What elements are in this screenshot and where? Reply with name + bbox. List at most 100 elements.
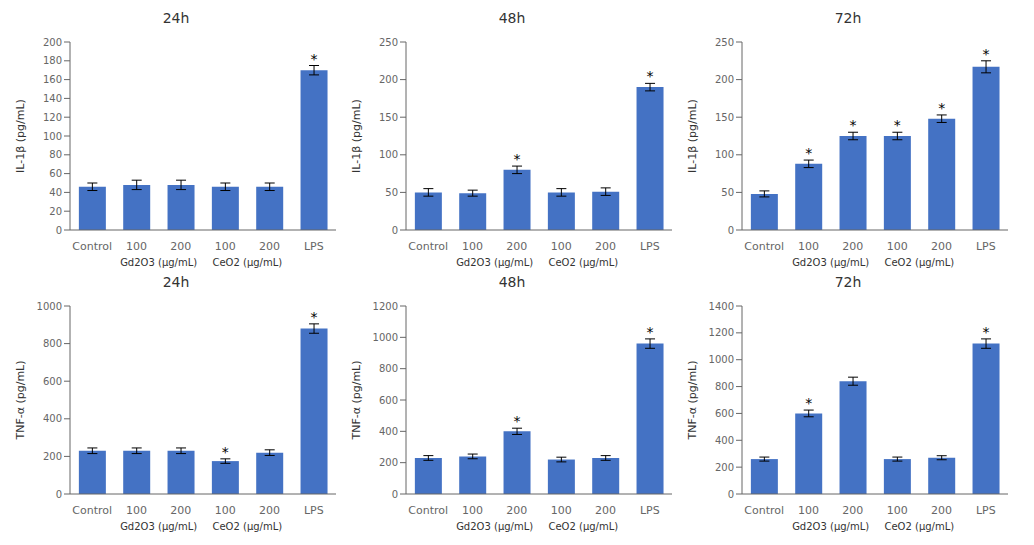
- svg-text:LPS: LPS: [640, 240, 660, 253]
- svg-text:600: 600: [715, 408, 734, 419]
- svg-text:200: 200: [43, 451, 62, 462]
- svg-text:*: *: [647, 68, 654, 84]
- svg-text:100: 100: [798, 504, 819, 517]
- svg-text:0: 0: [728, 489, 734, 500]
- svg-text:*: *: [983, 324, 990, 340]
- svg-text:200: 200: [931, 240, 952, 253]
- svg-text:*: *: [894, 117, 901, 133]
- svg-text:TNF-α (pg/mL): TNF-α (pg/mL): [14, 360, 27, 440]
- svg-text:IL-1β (pg/mL): IL-1β (pg/mL): [350, 99, 363, 173]
- svg-text:CeO2 (μg/mL): CeO2 (μg/mL): [212, 521, 282, 532]
- svg-text:40: 40: [49, 187, 62, 198]
- svg-text:100: 100: [551, 504, 572, 517]
- svg-text:200: 200: [715, 74, 734, 85]
- svg-text:200: 200: [43, 37, 62, 48]
- svg-text:1000: 1000: [709, 354, 734, 365]
- svg-text:200: 200: [379, 457, 398, 468]
- svg-text:200: 200: [595, 504, 616, 517]
- svg-text:*: *: [514, 151, 521, 167]
- svg-text:200: 200: [842, 240, 863, 253]
- svg-text:Control: Control: [408, 240, 448, 253]
- svg-text:100: 100: [126, 240, 147, 253]
- svg-text:TNF-α (pg/mL): TNF-α (pg/mL): [686, 360, 699, 440]
- svg-text:150: 150: [715, 112, 734, 123]
- svg-text:Gd2O3 (μg/mL): Gd2O3 (μg/mL): [792, 521, 869, 532]
- svg-text:0: 0: [56, 225, 62, 236]
- svg-text:150: 150: [379, 112, 398, 123]
- svg-text:200: 200: [170, 504, 191, 517]
- svg-text:400: 400: [43, 413, 62, 424]
- svg-text:120: 120: [43, 112, 62, 123]
- svg-text:0: 0: [392, 225, 398, 236]
- svg-text:LPS: LPS: [304, 504, 324, 517]
- svg-text:180: 180: [43, 55, 62, 66]
- svg-text:Gd2O3 (μg/mL): Gd2O3 (μg/mL): [456, 521, 533, 532]
- svg-text:100: 100: [215, 504, 236, 517]
- svg-text:250: 250: [379, 37, 398, 48]
- svg-text:LPS: LPS: [976, 240, 996, 253]
- svg-text:50: 50: [385, 187, 398, 198]
- svg-text:LPS: LPS: [304, 240, 324, 253]
- svg-text:CeO2 (μg/mL): CeO2 (μg/mL): [548, 521, 618, 532]
- svg-text:*: *: [311, 51, 318, 67]
- svg-text:50: 50: [721, 187, 734, 198]
- svg-text:1000: 1000: [373, 332, 398, 343]
- svg-text:Gd2O3 (μg/mL): Gd2O3 (μg/mL): [120, 257, 197, 268]
- svg-text:Control: Control: [72, 504, 112, 517]
- svg-text:*: *: [222, 444, 229, 460]
- svg-text:100: 100: [798, 240, 819, 253]
- svg-text:*: *: [805, 395, 812, 411]
- svg-text:600: 600: [379, 395, 398, 406]
- svg-text:200: 200: [715, 462, 734, 473]
- svg-text:IL-1β (pg/mL): IL-1β (pg/mL): [14, 99, 27, 173]
- svg-text:Control: Control: [408, 504, 448, 517]
- svg-text:200: 200: [595, 240, 616, 253]
- svg-text:600: 600: [43, 376, 62, 387]
- svg-text:200: 200: [259, 504, 280, 517]
- svg-text:*: *: [514, 413, 521, 429]
- svg-text:Control: Control: [744, 240, 784, 253]
- svg-text:100: 100: [462, 240, 483, 253]
- svg-text:*: *: [647, 324, 654, 340]
- svg-text:200: 200: [259, 240, 280, 253]
- svg-text:140: 140: [43, 93, 62, 104]
- svg-text:CeO2 (μg/mL): CeO2 (μg/mL): [884, 257, 954, 268]
- svg-text:200: 200: [931, 504, 952, 517]
- svg-text:200: 200: [379, 74, 398, 85]
- svg-text:1000: 1000: [37, 301, 62, 312]
- svg-text:100: 100: [462, 504, 483, 517]
- svg-text:LPS: LPS: [976, 504, 996, 517]
- svg-text:*: *: [311, 309, 318, 325]
- svg-text:250: 250: [715, 37, 734, 48]
- svg-text:100: 100: [215, 240, 236, 253]
- svg-text:CeO2 (μg/mL): CeO2 (μg/mL): [212, 257, 282, 268]
- svg-text:100: 100: [126, 504, 147, 517]
- svg-text:*: *: [938, 100, 945, 116]
- svg-text:IL-1β (pg/mL): IL-1β (pg/mL): [686, 99, 699, 173]
- svg-text:1400: 1400: [709, 301, 734, 312]
- svg-text:Control: Control: [72, 240, 112, 253]
- svg-text:Gd2O3 (μg/mL): Gd2O3 (μg/mL): [456, 257, 533, 268]
- svg-text:100: 100: [43, 131, 62, 142]
- svg-text:1200: 1200: [373, 301, 398, 312]
- svg-text:0: 0: [56, 489, 62, 500]
- svg-text:Gd2O3 (μg/mL): Gd2O3 (μg/mL): [120, 521, 197, 532]
- svg-text:800: 800: [379, 363, 398, 374]
- svg-text:*: *: [983, 46, 990, 62]
- svg-text:200: 200: [170, 240, 191, 253]
- svg-text:CeO2 (μg/mL): CeO2 (μg/mL): [884, 521, 954, 532]
- svg-text:TNF-α (pg/mL): TNF-α (pg/mL): [350, 360, 363, 440]
- svg-text:200: 200: [842, 504, 863, 517]
- svg-text:200: 200: [506, 504, 527, 517]
- svg-text:400: 400: [379, 426, 398, 437]
- svg-text:100: 100: [551, 240, 572, 253]
- svg-text:60: 60: [49, 168, 62, 179]
- svg-text:0: 0: [728, 225, 734, 236]
- svg-text:100: 100: [887, 240, 908, 253]
- svg-text:*: *: [805, 145, 812, 161]
- svg-text:*: *: [850, 117, 857, 133]
- svg-text:800: 800: [715, 381, 734, 392]
- svg-text:20: 20: [49, 206, 62, 217]
- svg-text:100: 100: [379, 149, 398, 160]
- svg-text:0: 0: [392, 489, 398, 500]
